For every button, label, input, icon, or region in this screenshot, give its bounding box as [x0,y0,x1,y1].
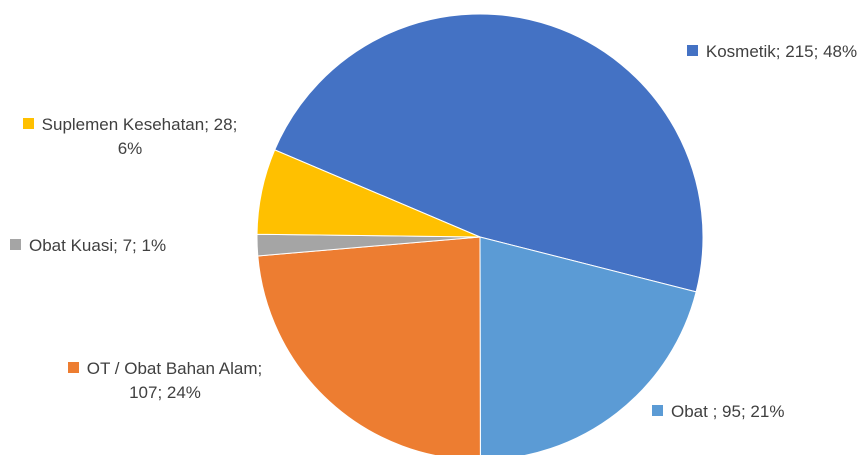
label-separator: ; [232,115,238,134]
label-value: 28 [213,115,233,134]
legend-marker [686,45,698,56]
pie-slice [274,13,704,293]
legend-marker [652,405,663,416]
data-label: Obat ; 95; 21% [652,400,784,424]
label-category: Obat [671,402,713,421]
label-separator: ; [132,236,142,255]
label-separator: ; [204,115,214,134]
label-percent: 1% [141,236,167,255]
data-label: Kosmetik; 215; 48% [678,40,866,64]
label-category: Kosmetik [705,42,776,61]
label-separator: ; [157,383,167,402]
data-label: Suplemen Kesehatan; 28; 6% [10,113,250,161]
label-value: 107 [129,383,158,402]
data-label: Obat Kuasi; 7; 1% [10,234,166,258]
data-label: OT / Obat Bahan Alam; 107; 24% [58,357,272,405]
pie-slice [256,149,481,238]
legend-marker [67,362,79,373]
label-percent: 6% [117,139,143,158]
label-separator: ; [113,236,123,255]
label-category: Obat Kuasi [29,236,114,255]
legend-marker [22,118,34,129]
label-value: 95 [722,402,741,421]
label-separator: ; [813,42,824,61]
label-category: OT / Obat Bahan Alam [86,359,258,378]
label-percent: 48% [823,42,858,61]
label-value: 7 [122,236,133,255]
label-separator: ; [775,42,786,61]
label-separator: ; [712,402,723,421]
label-value: 215 [785,42,814,61]
label-separator: ; [740,402,751,421]
label-separator: ; [257,359,263,378]
pie-slice [257,236,481,455]
pie-slice [479,236,697,455]
label-category: Suplemen Kesehatan [41,115,205,134]
legend-marker [10,239,21,250]
label-percent: 24% [166,383,201,402]
label-percent: 21% [750,402,785,421]
